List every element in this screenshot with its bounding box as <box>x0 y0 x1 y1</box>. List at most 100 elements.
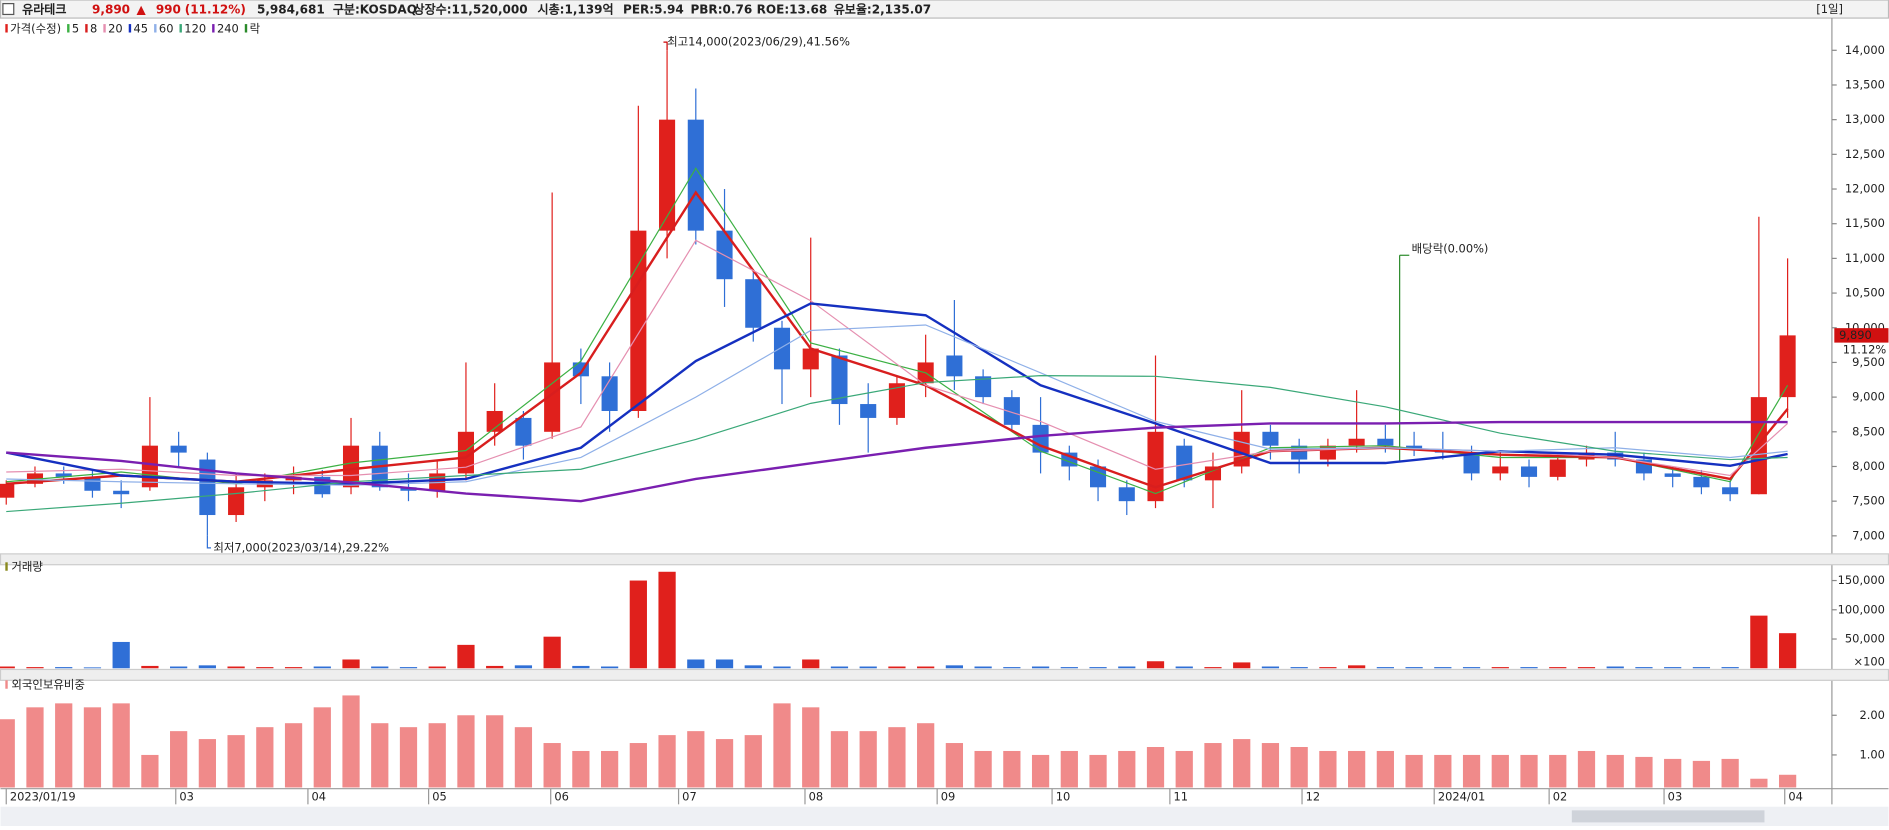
legend-title: 가격(수정) <box>10 21 61 35</box>
bar <box>313 707 331 788</box>
candle-body <box>113 490 130 495</box>
candle-body <box>1607 452 1624 460</box>
x-tick-label: 04 <box>1788 790 1803 804</box>
y-tick-label: 11,500 <box>1845 216 1885 230</box>
bar <box>1290 747 1308 788</box>
x-tick-label: 12 <box>1306 790 1321 804</box>
bar <box>514 727 533 788</box>
x-tick-label: 02 <box>1553 790 1568 804</box>
bar <box>55 667 73 669</box>
bar <box>658 735 676 788</box>
price-tag-label: 9,890 <box>1839 328 1872 342</box>
bar <box>859 666 877 669</box>
candle-body <box>141 445 158 488</box>
bar <box>1376 667 1394 669</box>
bar <box>26 707 44 788</box>
x-tick-label: 09 <box>941 790 956 804</box>
arrow: ▲ <box>137 2 147 16</box>
candle-body <box>0 483 15 498</box>
candle-body <box>457 431 474 474</box>
bar <box>629 580 647 669</box>
candle-body <box>1262 431 1279 446</box>
bar <box>1405 667 1423 669</box>
candle-body <box>659 119 676 231</box>
y-tick-label: 9,000 <box>1852 390 1885 404</box>
y-tick-label: 100,000 <box>1838 602 1885 616</box>
bar <box>256 667 274 669</box>
bar <box>1692 667 1711 669</box>
y-tick-label: 14,000 <box>1845 43 1885 57</box>
candle-body <box>1406 445 1423 450</box>
bar <box>1491 667 1509 669</box>
x-tick-label: 03 <box>179 790 194 804</box>
bar <box>1146 747 1165 788</box>
bar <box>888 727 906 788</box>
change: 990 <box>156 2 181 16</box>
bar <box>371 666 389 669</box>
bar <box>1606 666 1624 669</box>
bar <box>0 719 15 788</box>
bar <box>1664 667 1682 669</box>
bar <box>888 666 906 669</box>
bar <box>83 707 102 788</box>
moving-average <box>6 375 1788 513</box>
bar <box>1750 615 1768 669</box>
candle-body <box>1549 459 1566 477</box>
bar <box>629 743 647 788</box>
bar <box>773 703 791 788</box>
candle-body <box>486 410 503 432</box>
candle-body <box>860 404 877 418</box>
legend-swatch <box>128 24 132 33</box>
candle-body <box>946 355 963 377</box>
reserve: 유보율:2,135.07 <box>834 2 931 16</box>
candle-body <box>1032 424 1049 453</box>
bar <box>1146 661 1165 669</box>
bar <box>428 666 446 669</box>
scroll-thumb[interactable] <box>1571 810 1765 823</box>
bar <box>1462 667 1481 669</box>
period[interactable]: [1일] <box>1816 2 1843 16</box>
y-tick-label: 12,500 <box>1845 147 1885 161</box>
min-annotation: 최저7,000(2023/03/14),29.22% <box>213 540 389 554</box>
legend-swatch <box>5 562 8 571</box>
moving-average <box>6 420 1788 503</box>
bar <box>1290 667 1308 669</box>
bar <box>543 743 561 788</box>
bar <box>486 715 504 788</box>
bar <box>284 667 303 669</box>
moving-average <box>6 302 1788 486</box>
y-tick-label: 8,000 <box>1852 459 1885 473</box>
bar <box>1635 667 1653 669</box>
bar <box>1778 774 1797 788</box>
bar <box>1434 754 1452 788</box>
bar <box>1089 667 1107 669</box>
pbr: PBR:0.76 <box>690 2 752 16</box>
bar <box>227 666 245 669</box>
bar <box>486 665 504 669</box>
bar <box>1204 743 1222 788</box>
bar <box>715 659 734 669</box>
x-tick-label: 11 <box>1173 790 1188 804</box>
y-tick-label: 10,500 <box>1845 286 1885 300</box>
bar <box>687 659 705 669</box>
y-tick-label: 13,500 <box>1845 77 1885 91</box>
bar <box>457 644 475 669</box>
bar <box>917 723 935 788</box>
bar <box>744 735 762 788</box>
bar <box>974 750 992 788</box>
bar <box>198 665 216 669</box>
checkbox[interactable] <box>2 3 15 16</box>
bar <box>1520 667 1538 669</box>
candle-body <box>55 473 72 477</box>
y-tick-label: 1.00 <box>1859 747 1884 761</box>
price: 9,890 <box>92 2 130 16</box>
legend-swatch <box>179 24 182 33</box>
bar <box>600 666 619 669</box>
scrollbar[interactable] <box>0 806 1889 826</box>
panel-divider <box>0 668 1889 681</box>
bar <box>1577 667 1596 669</box>
bar <box>1175 666 1193 669</box>
roe: ROE:13.68 <box>757 2 828 16</box>
change-pct: (11.12%) <box>185 2 246 16</box>
bar <box>1434 667 1452 669</box>
